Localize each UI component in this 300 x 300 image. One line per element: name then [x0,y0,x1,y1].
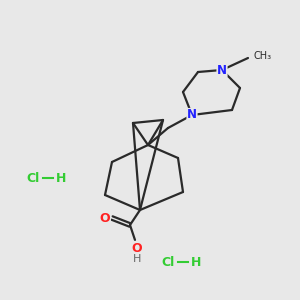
Text: Cl: Cl [26,172,40,184]
Text: CH₃: CH₃ [253,51,271,61]
Text: H: H [191,256,201,268]
Text: O: O [132,242,142,254]
Text: H: H [56,172,66,184]
Text: O: O [100,212,110,224]
Text: Cl: Cl [161,256,175,268]
Text: N: N [187,109,197,122]
Text: N: N [217,64,227,76]
Text: H: H [133,254,141,264]
